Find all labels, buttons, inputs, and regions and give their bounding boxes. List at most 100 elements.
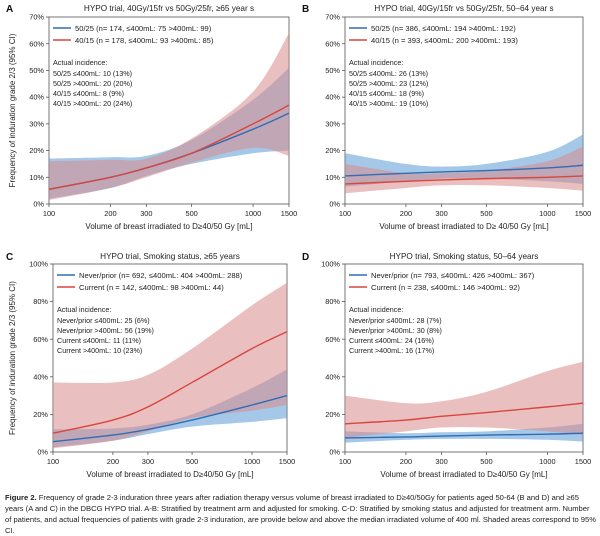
y-axis-label: Frequency of induration grade 2/3 (95% C… [8,281,17,435]
incidence-entry: 40/15 >400mL: 20 (24%) [53,99,132,108]
plot-frame [344,16,584,205]
chart-title: HYPO trial, 40Gy/15fr vs 50Gy/25fr, ≥65 … [84,4,254,13]
incidence-entry: 40/15 ≤400mL: 18 (9%) [349,89,424,98]
legend-entry: 40/15 (n = 393, ≤400mL: 200 >400mL: 193) [371,36,518,45]
x-tick-label: 1500 [279,457,295,466]
y-tick-label: 70% [325,13,340,22]
y-tick-label: 40% [325,93,340,102]
x-axis-label: Volume of breast irradiated to D≥40/50 G… [85,222,252,231]
incidence-entry: Current >400mL: 10 (23%) [57,346,142,355]
incidence-title: Actual incidence: [57,305,111,314]
y-tick-label: 40% [33,372,48,381]
legend-entry: 50/25 (n= 386, ≤400mL: 194 >400mL: 192) [371,24,516,33]
x-tick-label: 1500 [575,209,591,218]
y-tick-label: 70% [29,13,44,22]
x-tick-label: 1000 [539,209,555,218]
incidence-title: Actual incidence: [349,305,403,314]
ci-band-red [345,361,583,438]
x-axis-label: Volume of breast irradiated to D≥40/50 G… [380,470,547,479]
y-tick-label: 80% [325,297,340,306]
ci-band-red [53,282,287,449]
y-tick-label: 20% [325,146,340,155]
x-tick-label: 300 [140,209,152,218]
plot-frame [344,263,584,453]
panel-label-C: C [6,252,13,263]
series-line-blue [344,432,584,439]
y-axis-label: Frequency of induration grade 2/3 (95% C… [8,33,17,187]
panel-label-B: B [302,4,309,15]
incidence-entry: 40/15 ≤400mL: 8 (9%) [53,89,124,98]
incidence-entry: 50/25 >400mL: 23 (12%) [349,79,428,88]
incidence-entry: Never/prior >400mL: 30 (8%) [349,326,442,335]
x-tick-label: 500 [185,209,197,218]
x-tick-label: 1500 [281,209,297,218]
y-tick-label: 60% [325,335,340,344]
incidence-entry: 50/25 >400mL: 20 (20%) [53,79,132,88]
incidence-entry: Current ≤400mL: 24 (16%) [349,336,434,345]
y-tick-label: 20% [29,146,44,155]
incidence-entry: 40/15 >400mL: 19 (10%) [349,99,428,108]
incidence-title: Actual incidence: [349,58,403,67]
caption-label: Figure 2. [5,493,37,502]
incidence-entry: Never/prior ≤400mL: 28 (7%) [349,316,442,325]
legend-entry: Current (n = 142, ≤400mL: 98 >400mL: 44) [79,283,224,292]
y-tick-label: 40% [29,93,44,102]
y-tick-label: 0% [33,200,44,209]
x-tick-label: 1000 [245,209,261,218]
series-line-red [344,402,584,425]
y-tick-label: 0% [329,200,340,209]
x-axis-label: Volume of breast irradiated to D≥40/50 G… [86,470,253,479]
panel-label-A: A [6,4,13,15]
incidence-title: Actual incidence: [53,58,107,67]
y-tick-label: 0% [37,448,48,457]
y-tick-label: 60% [29,39,44,48]
y-tick-label: 80% [33,297,48,306]
chart-title: HYPO trial, 40Gy/15fr vs 50Gy/25fr, 50–6… [374,4,553,13]
x-tick-label: 500 [480,457,492,466]
y-tick-label: 0% [329,448,340,457]
x-tick-label: 200 [107,457,119,466]
legend-entry: Never/prior (n= 692, ≤400mL: 404 >400mL:… [79,271,243,280]
figure: A HYPO trial, 40Gy/15fr vs 50Gy/25fr, ≥65… [6,4,591,479]
x-tick-label: 1500 [575,457,591,466]
y-tick-label: 40% [325,372,340,381]
x-tick-label: 200 [104,209,116,218]
y-tick-label: 10% [29,173,44,182]
y-tick-label: 20% [325,410,340,419]
x-tick-label: 300 [435,209,447,218]
incidence-entry: Current ≤400mL: 11 (11%) [57,336,141,345]
incidence-entry: Current >400mL: 16 (17%) [349,346,434,355]
chart-title: HYPO trial, Smoking status, 50–64 years [390,252,539,261]
x-axis-label: Volume of breast irradiated to D≥ 40/50 … [379,222,548,231]
x-tick-label: 100 [339,457,351,466]
series-line-blue [52,394,288,443]
incidence-entry: Never/prior ≤400mL: 25 (6%) [57,316,150,325]
legend-entry: Current (n = 238, ≤400mL: 146 >400mL: 92… [371,283,520,292]
x-tick-label: 500 [186,457,198,466]
incidence-entry: 50/25 ≤400mL: 10 (13%) [53,69,132,78]
legend-entry: Never/prior (n= 793, ≤400mL: 426 >400mL:… [371,271,535,280]
x-tick-label: 100 [43,209,55,218]
x-tick-label: 100 [339,209,351,218]
x-tick-label: 300 [142,457,154,466]
y-tick-label: 30% [29,119,44,128]
y-tick-label: 50% [325,66,340,75]
y-tick-label: 50% [29,66,44,75]
series-line-red [48,104,290,190]
panel-label-D: D [302,252,309,263]
legend-entry: 50/25 (n= 174, ≤400mL: 75 >400mL: 99) [75,24,212,33]
y-tick-label: 20% [33,410,48,419]
ci-band-red [49,33,289,200]
y-tick-label: 30% [325,119,340,128]
series-line-blue [344,164,584,177]
y-tick-label: 60% [325,39,340,48]
legend-entry: 40/15 (n = 178, ≤400mL: 93 >400mL: 85) [75,36,214,45]
y-tick-label: 60% [33,335,48,344]
x-tick-label: 300 [435,457,447,466]
x-tick-label: 200 [400,209,412,218]
x-tick-label: 500 [480,209,492,218]
y-tick-label: 100% [29,260,48,269]
y-tick-label: 10% [325,173,340,182]
x-tick-label: 100 [47,457,59,466]
incidence-entry: 50/25 ≤400mL: 26 (13%) [349,69,428,78]
